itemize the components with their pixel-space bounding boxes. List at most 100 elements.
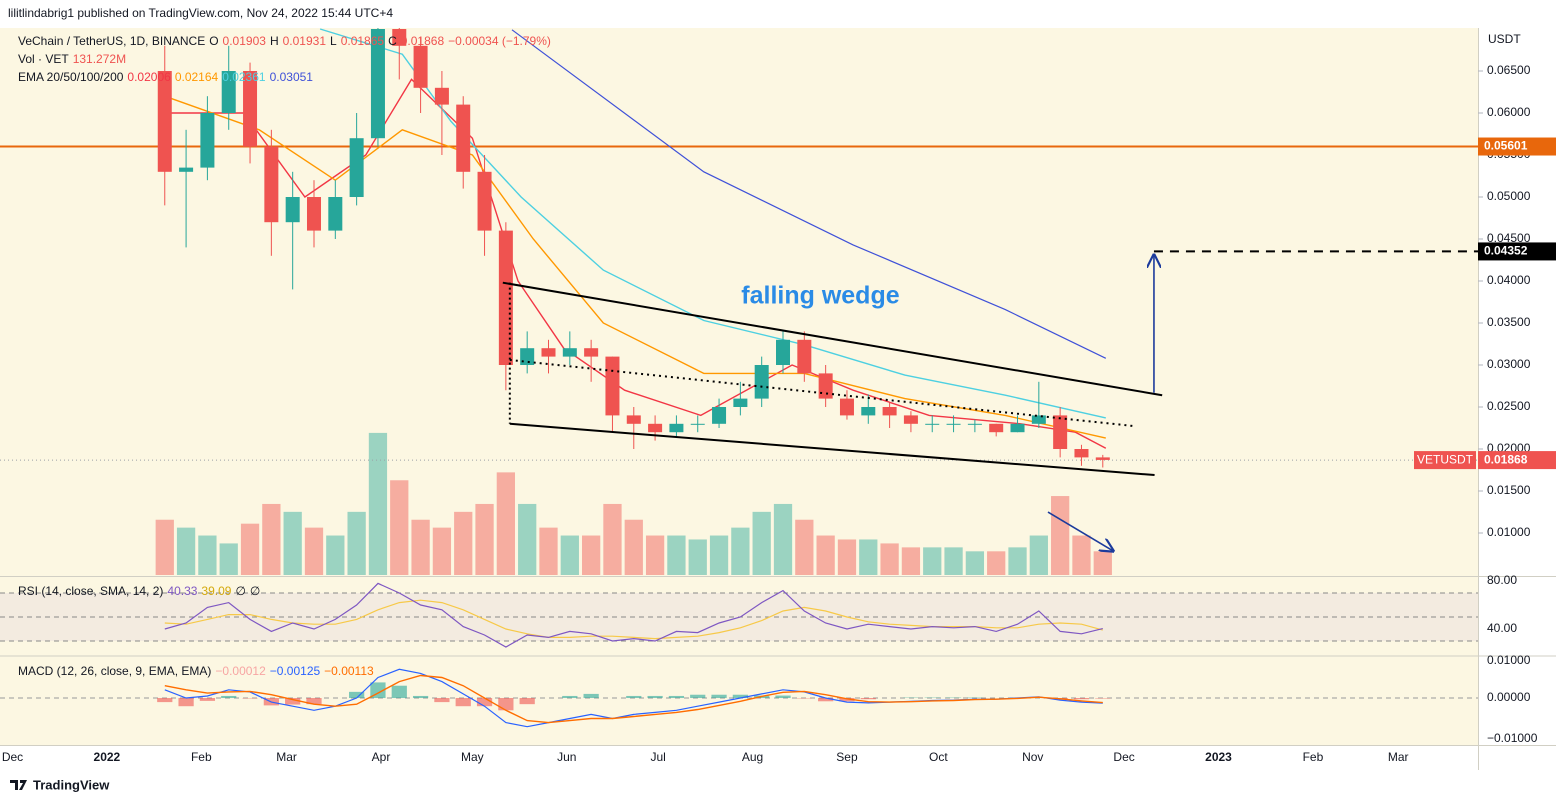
price-tag-label: 0.05601 [1484, 139, 1528, 153]
macd-legend: MACD (12, 26, close, 9, EMA, EMA) −0.0001… [18, 664, 378, 678]
rsi-ma-value: 39.09 [201, 584, 232, 598]
rsi-tick-label: 40.00 [1487, 621, 1517, 635]
symbol: VeChain / TetherUS, 1D, BINANCE [18, 34, 206, 48]
candle-body [818, 373, 833, 399]
x-tick-label: Apr [372, 750, 391, 764]
candle-body [1031, 415, 1046, 424]
rsi-legend: RSI (14, close, SMA, 14, 2) 40.33 39.09 ∅ ∅ [18, 584, 264, 598]
y-tick-label: 0.03000 [1487, 357, 1531, 371]
y-tick-label: 0.04000 [1487, 273, 1531, 287]
ema-value: 0.03051 [269, 70, 313, 84]
y-tick-label: 0.02500 [1487, 399, 1531, 413]
legend-row: VeChain / TetherUS, 1D, BINANCE O 0.01903 H… [18, 34, 555, 48]
signal-line [164, 674, 1103, 724]
volume-bar [624, 519, 643, 575]
rsi-line [164, 582, 1103, 648]
x-tick-label: May [461, 750, 484, 764]
candle-body [328, 197, 343, 231]
volume-bar [304, 527, 324, 575]
volume-bar [240, 523, 260, 575]
volume-bar [496, 472, 516, 575]
volume-bar [965, 551, 985, 575]
volume-bar [518, 503, 537, 575]
volume-bar [1051, 496, 1070, 575]
candle-body [413, 45, 428, 88]
axes: Dec 2022 Feb Mar Apr May Jun Jul Aug Sep Oct Nov Dec… [2, 63, 1556, 764]
candle-body [306, 197, 321, 231]
volume-bar [645, 535, 665, 575]
x-tick-label: Nov [1022, 750, 1043, 764]
macd-hist [412, 695, 429, 699]
candle-body [456, 104, 471, 172]
macd-hist [221, 695, 237, 699]
candle-body [221, 71, 236, 114]
macd-hist [285, 698, 301, 705]
macd-hist [178, 698, 194, 707]
x-tick-label: Oct [929, 750, 948, 764]
macd-hist [818, 698, 834, 702]
y-axis-unit: USDT [1488, 32, 1521, 46]
volume-bar [859, 539, 878, 575]
c-label: C [388, 34, 397, 48]
candle-body [946, 423, 961, 425]
x-tick-label: Feb [191, 750, 212, 764]
volume-bar [795, 519, 814, 575]
logo [10, 780, 27, 790]
volume-bar [1029, 535, 1048, 575]
macd-hist [519, 698, 535, 705]
candle-body [712, 407, 727, 424]
candle-body [1053, 415, 1068, 450]
candle-body [1010, 423, 1025, 433]
candle-body [584, 348, 599, 357]
candle-body [200, 113, 215, 168]
legend-row: Vol · VET 131.272M [18, 52, 130, 66]
candle-body [797, 339, 812, 374]
x-tick-label: Jul [650, 750, 665, 764]
macd-pane [0, 668, 1478, 728]
x-tick-label: Dec [2, 750, 23, 764]
candle-body [179, 167, 194, 172]
y-tick-label: 0.03500 [1487, 315, 1531, 329]
candle-body [669, 423, 684, 433]
x-tick-label: Sep [836, 750, 858, 764]
volume-bar [368, 432, 388, 575]
macd-hist [668, 695, 685, 699]
volume-bar [901, 547, 921, 575]
volume-bar [987, 551, 1006, 575]
o-value: 0.01903 [222, 34, 266, 48]
volume-arrow [1047, 511, 1113, 551]
h-label: H [269, 34, 279, 48]
volume-bar [1008, 547, 1027, 575]
ema-label: EMA 20/50/100/200 [18, 70, 124, 84]
rsi-ma-line [164, 599, 1103, 640]
candle-body [562, 348, 577, 357]
x-tick-label: 2023 [1205, 750, 1232, 764]
macd-hist [711, 694, 727, 699]
candle-body [754, 365, 769, 399]
y-tick-label: 0.04500 [1487, 231, 1531, 245]
candle-body [285, 197, 300, 223]
volume-bar [880, 543, 899, 575]
macd-hist [583, 693, 599, 699]
candle-body [1074, 449, 1089, 458]
x-tick-label: 2022 [94, 750, 121, 764]
volume-bar [923, 547, 942, 575]
macd-hist [498, 698, 514, 711]
candle-body [605, 356, 620, 416]
ema-line [511, 29, 1107, 359]
volume-bar [1093, 551, 1112, 575]
ema-value: 0.02006 [127, 70, 171, 84]
volume-bar [560, 535, 579, 575]
o-label: O [209, 34, 219, 48]
volume-bar [411, 519, 430, 575]
macd-label: MACD (12, 26, close, 9, EMA, EMA) [18, 664, 212, 678]
macd-tick-label: −0.01000 [1487, 731, 1538, 745]
candle-body [690, 423, 705, 425]
volume-bar [198, 535, 217, 575]
x-tick-label: Aug [742, 750, 763, 764]
macd-hist [391, 685, 407, 699]
volume-bar [667, 535, 686, 575]
candle-body [925, 423, 940, 425]
volume-bar [709, 535, 729, 575]
